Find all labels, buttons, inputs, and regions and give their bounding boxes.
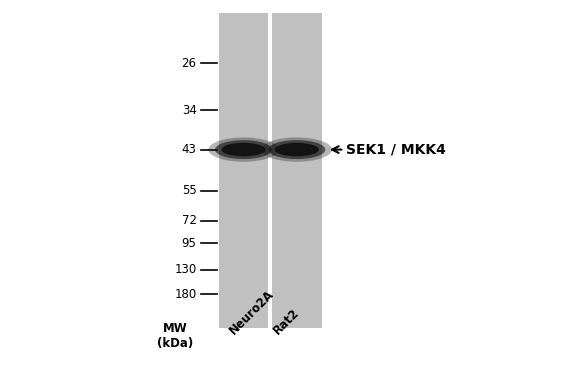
Text: 72: 72 (182, 214, 197, 228)
Text: 180: 180 (175, 288, 197, 301)
Text: 130: 130 (175, 263, 197, 276)
Ellipse shape (215, 140, 272, 159)
Text: 34: 34 (182, 104, 197, 117)
Ellipse shape (275, 143, 319, 156)
Text: MW
(kDa): MW (kDa) (157, 322, 193, 350)
Ellipse shape (268, 140, 325, 159)
Ellipse shape (222, 143, 265, 156)
Ellipse shape (261, 138, 332, 162)
Text: 26: 26 (182, 57, 197, 70)
Ellipse shape (208, 138, 279, 162)
Text: SEK1 / MKK4: SEK1 / MKK4 (346, 143, 446, 156)
Text: 55: 55 (182, 184, 197, 197)
Text: 95: 95 (182, 237, 197, 250)
Bar (219, 12, 268, 328)
Text: Rat2: Rat2 (271, 306, 301, 337)
Bar (272, 12, 322, 328)
Text: Neuro2A: Neuro2A (228, 287, 277, 337)
Text: 43: 43 (182, 143, 197, 156)
